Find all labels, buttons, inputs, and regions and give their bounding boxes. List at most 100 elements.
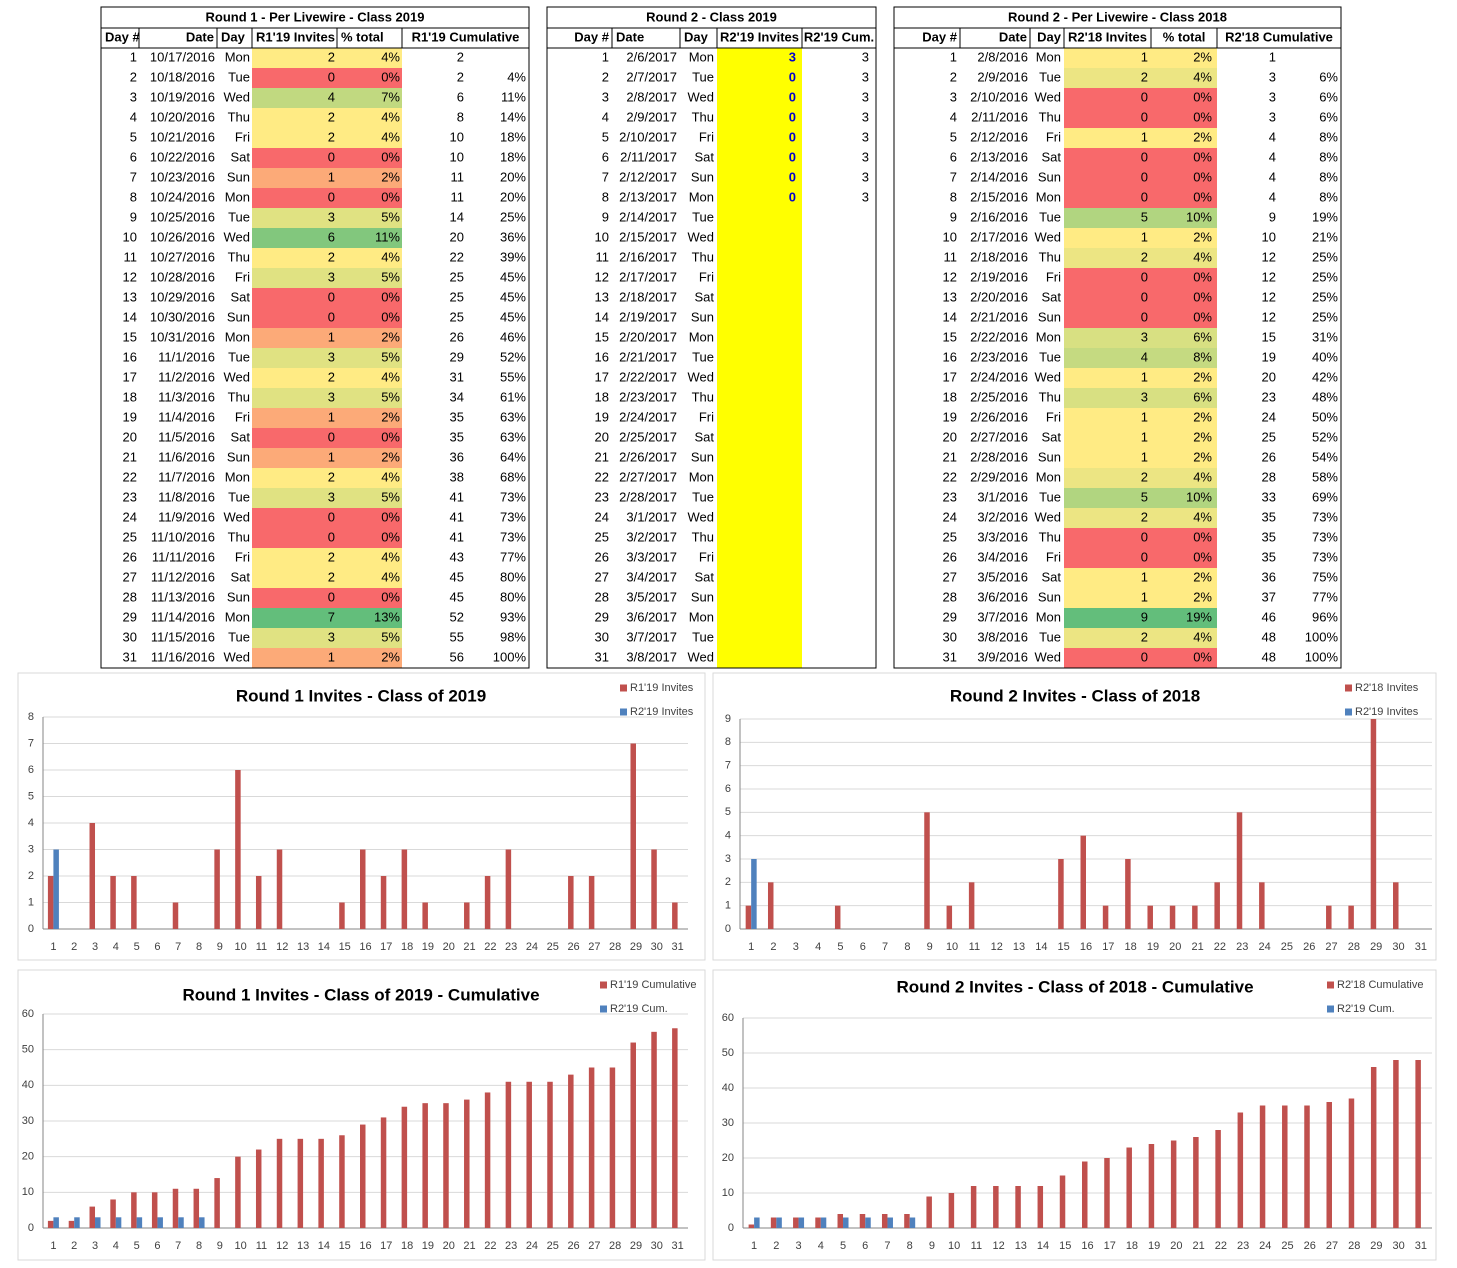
table-cell: Mon	[1036, 329, 1061, 344]
table-cell: 5%	[381, 389, 400, 404]
table-cell: 3/1/2017	[626, 509, 677, 524]
cell-fill	[252, 68, 402, 88]
x-tick-label: 23	[505, 941, 517, 953]
table-cell: 3	[862, 49, 869, 64]
table-cell: 3/8/2017	[626, 649, 677, 664]
table-cell: 16	[943, 349, 957, 364]
x-tick-label: 18	[1126, 1240, 1138, 1252]
x-tick-label: 23	[1237, 1240, 1249, 1252]
x-tick-label: 28	[1348, 941, 1360, 953]
table-cell: Fri	[699, 409, 714, 424]
bar	[235, 770, 241, 929]
table-cell: Tue	[692, 209, 714, 224]
table-cell: 20	[123, 429, 137, 444]
cell-fill	[1064, 608, 1217, 628]
table-cell: 26	[595, 549, 609, 564]
table-cell: 2/20/2017	[619, 329, 677, 344]
x-tick-label: 2	[773, 1240, 779, 1252]
table-cell: 0	[1141, 309, 1148, 324]
table-cell: 11/1/2016	[158, 349, 215, 364]
table-cell: 25%	[1312, 249, 1338, 264]
table-cell: 0	[328, 589, 335, 604]
cell-fill	[1064, 128, 1217, 148]
table-cell: 2/25/2017	[619, 429, 677, 444]
table-cell: 0%	[381, 289, 400, 304]
table-cell: 10%	[1186, 209, 1212, 224]
table-cell: 4	[950, 109, 957, 124]
table-cell: 1	[1141, 569, 1148, 584]
column-header: Day #	[922, 29, 957, 44]
table-cell: 14	[450, 209, 464, 224]
column-header: R2'18 Invites	[1068, 29, 1147, 44]
table-cell: 2	[1141, 469, 1148, 484]
table-cell: 3	[862, 109, 869, 124]
table-cell: 3	[1141, 389, 1148, 404]
bar	[505, 1081, 512, 1228]
table-cell: 5%	[381, 209, 400, 224]
table-cell: 22	[943, 469, 957, 484]
table-cell: 2/26/2016	[970, 409, 1028, 424]
table-cell: 10/20/2016	[150, 109, 215, 124]
table-cell: 3	[950, 89, 957, 104]
cell-fill	[252, 468, 402, 488]
table-cell: 35	[1262, 549, 1276, 564]
table-cell: 75%	[1312, 569, 1338, 584]
table-cell: Tue	[1039, 489, 1061, 504]
table-cell: 2/7/2017	[626, 69, 677, 84]
y-tick-label: 60	[22, 1008, 34, 1020]
legend-label: R2'19 Invites	[630, 706, 694, 718]
table-cell: 20	[450, 229, 464, 244]
table-cell: 25%	[500, 209, 526, 224]
table-cell: 11/3/2016	[158, 389, 215, 404]
table-cell: 31	[943, 649, 957, 664]
table-cell: 98%	[500, 629, 526, 644]
bar	[767, 882, 774, 929]
table-cell: 8	[950, 189, 957, 204]
x-tick-label: 13	[1013, 941, 1025, 953]
table-cell: 2/13/2016	[970, 149, 1028, 164]
table-cell: Wed	[1035, 229, 1062, 244]
table-cell: 25%	[1312, 309, 1338, 324]
x-tick-label: 23	[1236, 941, 1248, 953]
table-cell: 34	[450, 389, 464, 404]
table-cell: Thu	[228, 109, 250, 124]
table-cell: 0	[789, 69, 796, 84]
table-cell: 4%	[1193, 509, 1212, 524]
table-cell: Mon	[1036, 49, 1061, 64]
table-cell: 6%	[1319, 69, 1338, 84]
table-cell: 10/17/2016	[150, 49, 215, 64]
table-cell: 0	[789, 149, 796, 164]
bar	[588, 1067, 595, 1228]
table-cell: 2	[328, 469, 335, 484]
x-tick-label: 29	[1370, 941, 1382, 953]
table-cell: 2/21/2017	[619, 349, 677, 364]
table-cell: 2/21/2016	[970, 309, 1028, 324]
table-cell: 2	[328, 49, 335, 64]
x-tick-label: 19	[1148, 1240, 1160, 1252]
table-cell: 11/4/2016	[158, 409, 215, 424]
table-cell: Thu	[228, 249, 250, 264]
x-tick-label: 14	[1037, 1240, 1049, 1252]
x-tick-label: 27	[1326, 1240, 1338, 1252]
table-cell: 0	[789, 129, 796, 144]
table-cell: 0	[328, 309, 335, 324]
table-cell: 11/9/2016	[158, 509, 215, 524]
table-cell: 3	[862, 169, 869, 184]
table-cell: 19	[595, 409, 609, 424]
bar	[1148, 1144, 1155, 1228]
x-tick-label: 25	[1281, 941, 1293, 953]
table-cell: 3	[1269, 69, 1276, 84]
table-cell: 3/5/2016	[977, 569, 1028, 584]
chart-title: Round 2 Invites - Class of 2018	[950, 686, 1200, 705]
table-cell: 10	[595, 229, 609, 244]
table-cell: 4	[1269, 189, 1276, 204]
y-tick-label: 0	[728, 1222, 734, 1234]
table-cell: 2	[457, 49, 464, 64]
table-cell: 3/2/2017	[626, 529, 677, 544]
table-cell: Tue	[1039, 629, 1061, 644]
table-cell: 2/28/2017	[619, 489, 677, 504]
x-tick-label: 9	[217, 1240, 223, 1252]
table-cell: 14	[595, 309, 609, 324]
table-cell: Fri	[235, 549, 250, 564]
table-cell: Mon	[689, 329, 714, 344]
